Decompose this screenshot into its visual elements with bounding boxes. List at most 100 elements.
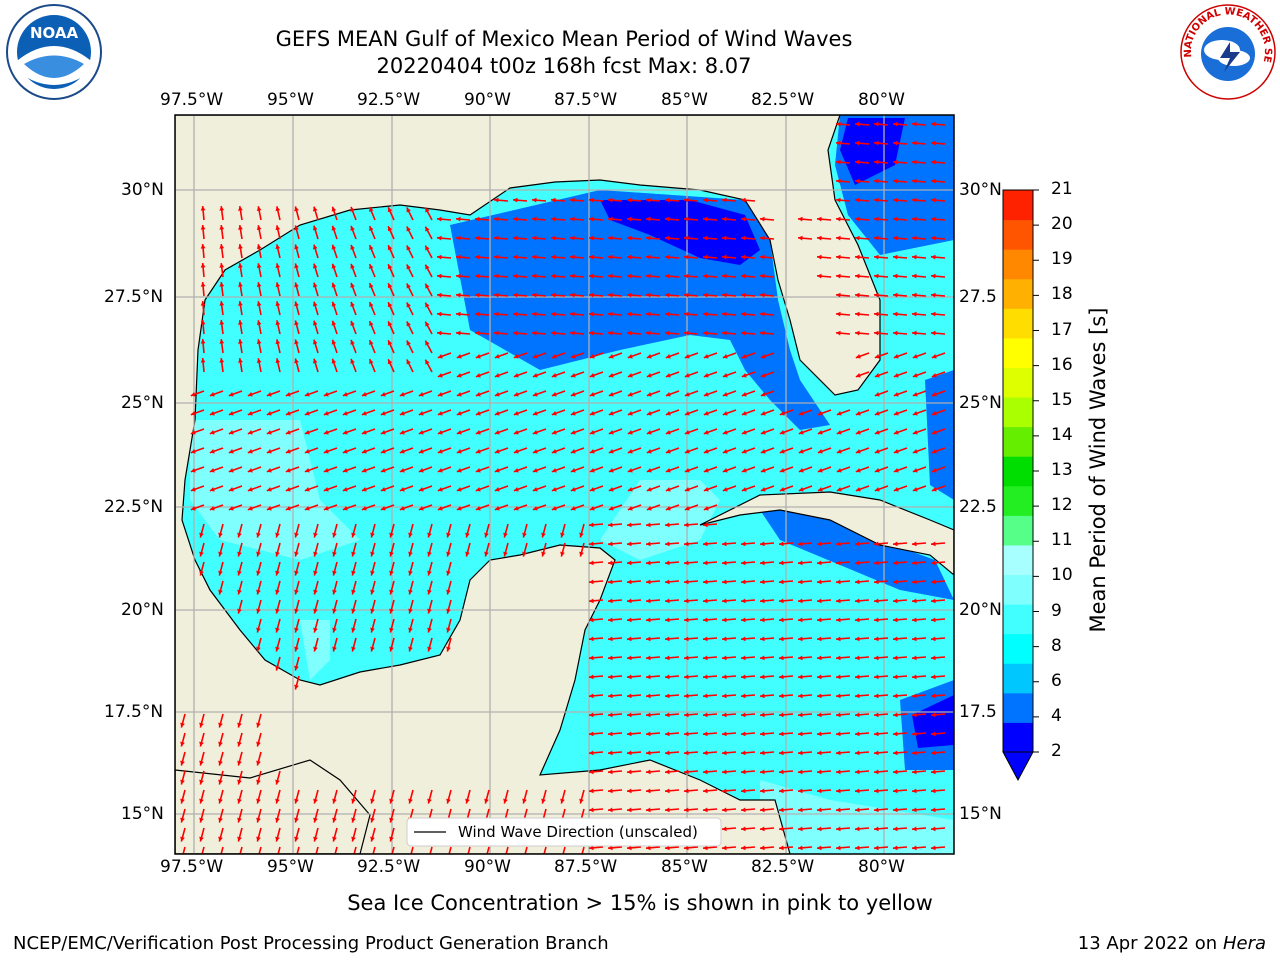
wave-arrow-head: [551, 330, 556, 336]
legend: Wind Wave Direction (unscaled): [406, 817, 722, 847]
wave-arrow-head: [608, 487, 614, 492]
wave-arrow-head: [855, 373, 861, 378]
wave-arrow-head: [237, 551, 242, 557]
wave-arrow-head: [608, 788, 613, 794]
wave-arrow-head: [779, 636, 784, 642]
wave-arrow-head: [238, 263, 243, 268]
wave-arrow-head: [532, 216, 537, 222]
wave-arrow-head: [312, 358, 318, 364]
wave-arrow-head: [836, 254, 841, 260]
wave-arrow-head: [551, 487, 557, 492]
wave-arrow-head: [798, 750, 803, 756]
wave-arrow-head: [665, 712, 670, 718]
wave-arrow-head: [931, 826, 936, 832]
wave-arrow-head: [589, 235, 594, 241]
wave-arrow-head: [741, 541, 746, 547]
wave-arrow-head: [313, 589, 318, 595]
wave-arrow-head: [722, 292, 727, 298]
wave-arrow-head: [684, 373, 690, 378]
wave-arrow-head: [608, 373, 614, 378]
wave-arrow-head: [912, 311, 917, 317]
wave-arrow-head: [237, 741, 242, 747]
wave-arrow-head: [389, 646, 394, 652]
wave-arrow-head: [418, 487, 424, 492]
wave-arrow-head: [275, 627, 280, 633]
wave-arrow-head: [551, 235, 556, 241]
wave-arrow-head: [446, 532, 451, 538]
wave-arrow-head: [323, 430, 329, 435]
wave-arrow-head: [874, 216, 879, 222]
wave-arrow-head: [817, 807, 822, 813]
wave-arrow-head: [304, 411, 310, 416]
wave-arrow-head: [665, 254, 670, 260]
wave-arrow-head: [294, 225, 299, 231]
wave-arrow-head: [855, 674, 860, 680]
wave-arrow-head: [437, 506, 443, 511]
wave-arrow-head: [608, 197, 613, 203]
wave-arrow-head: [275, 225, 281, 231]
wave-arrow-head: [817, 674, 822, 680]
wave-arrow-head: [342, 506, 348, 511]
wave-arrow-head: [190, 506, 196, 511]
wave-arrow-head: [285, 411, 291, 416]
wave-arrow-head: [256, 608, 261, 614]
wave-arrow-head: [256, 282, 262, 288]
wave-arrow-head: [855, 468, 861, 473]
wave-arrow-head: [608, 354, 614, 359]
wave-arrow-head: [456, 430, 462, 435]
wave-arrow-head: [912, 845, 917, 851]
wave-arrow-head: [275, 570, 280, 576]
lon-label-top-92.5: 92.5°W: [357, 90, 421, 110]
wave-arrow-head: [722, 674, 727, 680]
wave-arrow-head: [779, 430, 785, 435]
wave-arrow-head: [836, 807, 841, 813]
wave-arrow-head: [323, 449, 329, 454]
wave-arrow-head: [741, 487, 747, 492]
wave-arrow-head: [369, 264, 374, 270]
wave-arrow-head: [779, 617, 784, 623]
wave-arrow-head: [893, 598, 898, 604]
wave-arrow-head: [387, 302, 393, 308]
wave-arrow-head: [646, 311, 651, 317]
wave-arrow-head: [931, 693, 936, 699]
wave-arrow-head: [646, 579, 651, 585]
wave-arrow-head: [369, 359, 374, 365]
wave-arrow-head: [855, 254, 860, 260]
wave-arrow-head: [266, 487, 272, 492]
wave-arrow-head: [817, 617, 822, 623]
wave-arrow-head: [560, 551, 565, 557]
wave-arrow-head: [350, 358, 355, 364]
wave-arrow-head: [418, 411, 424, 416]
wave-arrow-head: [437, 373, 443, 378]
wave-arrow-head: [608, 506, 614, 511]
wave-arrow-head: [893, 354, 899, 359]
wave-arrow-head: [703, 731, 708, 737]
wave-arrow-head: [665, 292, 670, 298]
wave-arrow-head: [779, 788, 784, 794]
wave-arrow-head: [627, 411, 633, 416]
wave-arrow-head: [817, 845, 822, 851]
wave-arrow-head: [446, 570, 451, 576]
wave-arrow-head: [237, 722, 242, 728]
lat-label-right-22.5: 22.5: [959, 497, 997, 517]
wave-arrow-head: [779, 750, 784, 756]
wave-arrow-head: [760, 617, 765, 623]
wave-arrow-head: [855, 487, 861, 492]
wave-arrow-head: [798, 693, 803, 699]
wave-arrow-head: [646, 330, 651, 336]
wave-arrow-head: [312, 225, 318, 231]
colorbar-segment: [1003, 663, 1033, 694]
wave-arrow-head: [589, 392, 595, 397]
wave-arrow-head: [912, 373, 918, 378]
wave-arrow-head: [370, 817, 375, 823]
wave-arrow-head: [494, 430, 500, 435]
wave-arrow-head: [513, 430, 519, 435]
wave-arrow-head: [722, 468, 728, 473]
wave-arrow-head: [219, 263, 225, 268]
nws-logo: NATIONAL WEATHER SERVICE: [1178, 2, 1276, 100]
wave-arrow-head: [484, 551, 489, 557]
wave-arrow-head: [275, 589, 280, 595]
wave-arrow-head: [798, 430, 804, 435]
colorbar-segment: [1003, 574, 1033, 605]
wave-arrow-head: [874, 693, 879, 699]
